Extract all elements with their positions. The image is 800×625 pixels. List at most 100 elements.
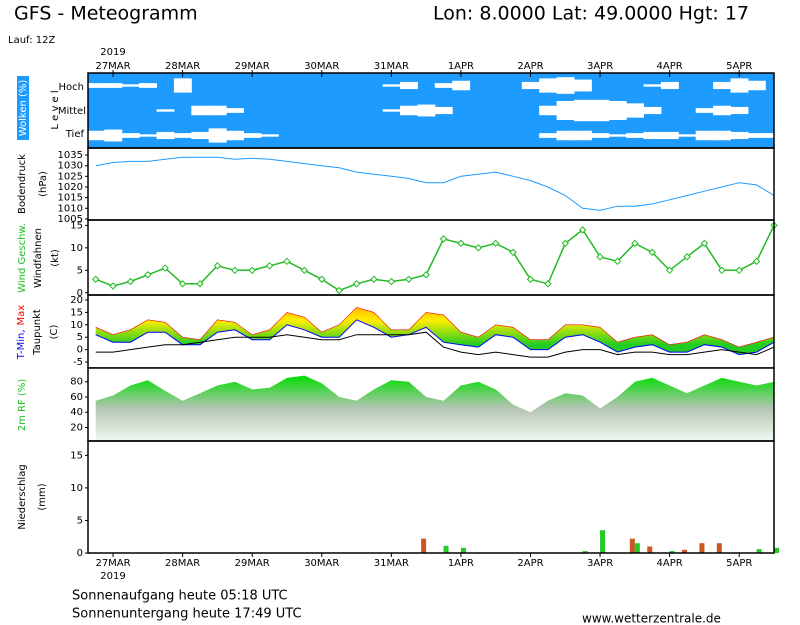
cloud-cover: [208, 128, 227, 143]
precip-bar: [774, 547, 779, 553]
wind-marker: [474, 244, 483, 252]
y-tick-label: 1030: [58, 161, 83, 172]
cloud-cover: [104, 83, 123, 88]
x-tick-label: 31MAR: [374, 558, 409, 569]
cloud-cover: [660, 81, 679, 90]
cloud-cover: [382, 84, 401, 87]
y-tick-label: 80: [70, 377, 83, 388]
wind-marker: [196, 280, 204, 288]
cloud-cover: [695, 130, 714, 141]
wind-marker: [683, 253, 691, 261]
wind-marker: [457, 239, 465, 248]
cloud-cover: [730, 106, 749, 115]
pressure-line: [95, 156, 775, 211]
x-tick-label: 30MAR: [304, 558, 339, 569]
y-tick-label: 60: [70, 392, 83, 403]
cloud-cover: [626, 103, 645, 118]
x-tick-label: 28MAR: [165, 558, 200, 569]
cloud-cover: [556, 101, 575, 120]
panel-frame: [87, 147, 775, 221]
wind-marker: [491, 239, 500, 248]
y-tick-label: 20: [70, 422, 83, 433]
cloud-cover: [573, 130, 592, 141]
precip-bar: [647, 546, 653, 553]
x-tick-label: 5APR: [726, 558, 752, 569]
y-tick-label: 0: [77, 548, 83, 559]
cloud-cover: [556, 77, 575, 94]
cloud-cover: [191, 105, 210, 116]
x-tick-label: 2APR: [517, 558, 543, 569]
cloud-cover: [226, 108, 244, 113]
x-tick-label: 4APR: [657, 61, 683, 72]
wind-marker: [248, 266, 256, 275]
cloud-cover: [191, 131, 210, 140]
cloud-cover: [400, 81, 418, 90]
panel-unit: (kt): [50, 249, 61, 267]
panel-title: Bodendruck: [17, 154, 28, 214]
y-tick-label: 5: [77, 265, 83, 276]
x-tick-label: 27MAR: [95, 61, 130, 72]
wind-marker: [144, 271, 152, 279]
y-tick-label: 10: [70, 243, 83, 254]
legend-entry: Max: [16, 305, 27, 326]
y-tick-label: 15: [70, 307, 83, 318]
precip-bar: [600, 530, 606, 553]
cloud-cover: [643, 106, 662, 115]
precip-bar: [682, 549, 688, 553]
wind-marker: [161, 264, 169, 272]
wind-marker: [318, 275, 326, 283]
wind-marker: [544, 280, 552, 288]
cloud-cover: [434, 106, 453, 115]
cloud-cover: [713, 105, 732, 116]
precip-bar: [443, 545, 449, 553]
precip-bar: [460, 547, 466, 553]
cloud-cover: [156, 131, 175, 140]
cloud-cover: [591, 133, 610, 138]
cloud-cover: [400, 105, 418, 116]
wind-marker: [561, 239, 569, 248]
cloud-cover: [539, 78, 558, 93]
legend-entry: Wind Geschw.: [17, 223, 28, 293]
location: Lon: 8.0000 Lat: 49.0000 Hgt: 17: [433, 3, 749, 25]
cloud-cover: [556, 130, 575, 141]
wind-marker: [596, 253, 604, 261]
cloud-cover: [208, 105, 227, 116]
wind-marker: [665, 266, 674, 275]
legend-entry: Taupunkt: [32, 309, 43, 356]
cloud-cover: [86, 130, 105, 141]
cloud-cover: [747, 80, 766, 91]
y-tick-label: 1025: [58, 171, 83, 182]
title: GFS - Meteogramm: [14, 3, 198, 25]
wind-marker: [213, 262, 222, 270]
cloud-cover: [104, 129, 123, 142]
wind-marker: [109, 282, 117, 290]
y-tick-label: -5: [73, 357, 83, 368]
cloud-cover: [678, 134, 697, 137]
level-label: Tief: [65, 129, 85, 140]
y-tick-label: 0: [77, 345, 83, 356]
panel-title: Niederschlag: [17, 464, 28, 529]
y-tick-label: 5: [77, 332, 83, 343]
y-tick-label: 1035: [58, 150, 83, 161]
precip-bar: [669, 551, 675, 553]
sunset: Sonnenuntergang heute 17:49 UTC: [72, 607, 302, 622]
wind-marker: [335, 286, 343, 295]
x-tick-label: 1APR: [448, 61, 474, 72]
y-tick-label: 15: [70, 220, 83, 231]
precip-bar: [699, 543, 705, 553]
wind-marker: [231, 266, 239, 275]
cloud-cover: [747, 133, 766, 138]
panel-unit: (hPa): [38, 171, 49, 197]
cloud-cover: [173, 78, 192, 93]
panel-frame: [87, 440, 775, 554]
axis-label: L e v e l: [50, 90, 61, 129]
y-tick-label: 1015: [58, 193, 83, 204]
cloud-cover: [730, 78, 749, 93]
wind-marker: [648, 248, 656, 257]
wind-marker: [509, 248, 517, 257]
year: 2019: [100, 571, 125, 582]
precip-bar: [634, 543, 640, 553]
y-tick-label: 1020: [58, 182, 83, 193]
cloud-cover: [695, 108, 714, 113]
precip-bar: [716, 543, 722, 553]
